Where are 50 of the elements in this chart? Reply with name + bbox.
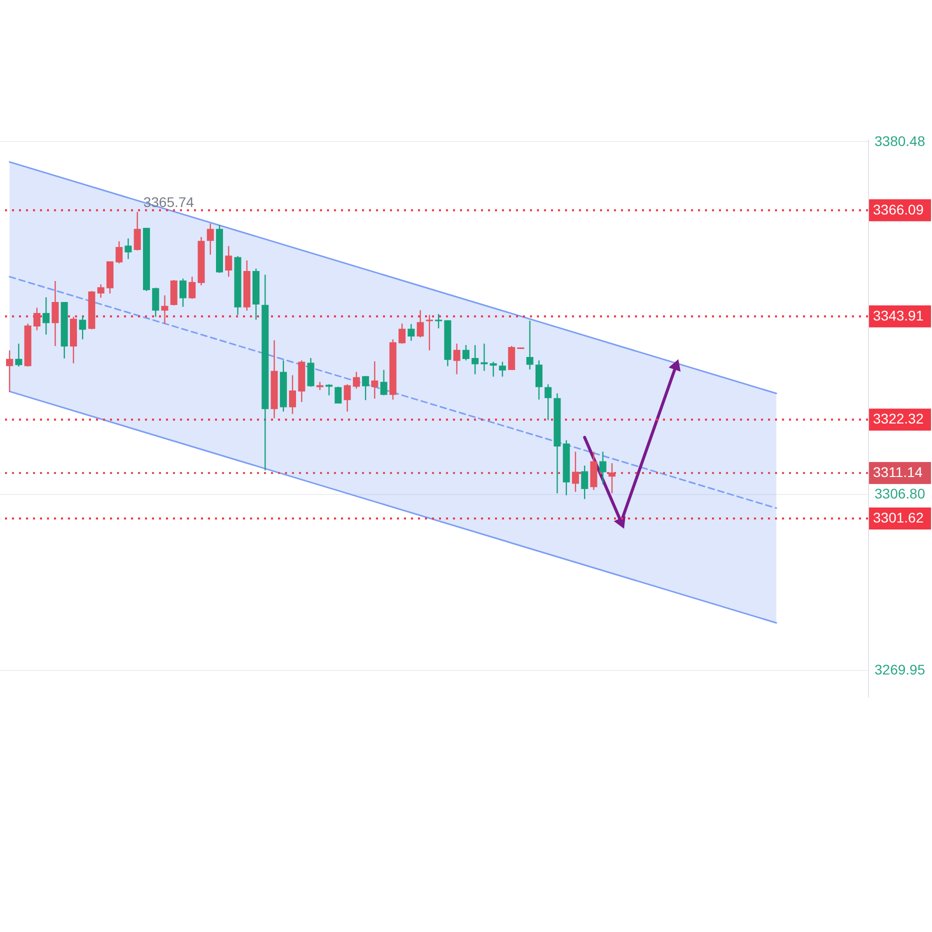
candlestick bbox=[116, 240, 123, 264]
candlestick bbox=[52, 280, 59, 347]
y-tick-label: 3306.80 bbox=[874, 485, 926, 502]
candlestick bbox=[544, 384, 552, 421]
candlestick bbox=[225, 246, 232, 278]
ref-line-label: 3322.32 bbox=[873, 410, 924, 427]
candlestick bbox=[472, 344, 479, 375]
annotation: 3365.74 bbox=[143, 194, 194, 210]
candlestick bbox=[581, 464, 588, 500]
candlestick bbox=[535, 360, 542, 400]
candlestick bbox=[33, 307, 40, 331]
candlestick bbox=[344, 384, 351, 412]
candlestick bbox=[134, 211, 141, 252]
candlestick bbox=[599, 451, 606, 485]
candlestick bbox=[124, 238, 132, 260]
candlestick bbox=[6, 350, 14, 393]
candlestick bbox=[15, 343, 22, 368]
candlestick bbox=[152, 287, 160, 318]
candlestick bbox=[416, 310, 424, 338]
candlestick bbox=[206, 223, 214, 256]
y-tick-label: 3269.95 bbox=[874, 661, 926, 678]
candlestick bbox=[188, 276, 196, 300]
ref-line-label: 3311.14 bbox=[873, 464, 923, 480]
y-tick-label: 3380.48 bbox=[874, 132, 926, 149]
candlestick bbox=[161, 294, 168, 324]
candlestick bbox=[398, 322, 406, 344]
candlestick bbox=[42, 296, 50, 336]
candlestick bbox=[362, 376, 370, 401]
ref-line-label: 3366.09 bbox=[873, 201, 924, 218]
candlestick bbox=[371, 360, 378, 400]
candlestick bbox=[307, 357, 314, 388]
candlestick bbox=[490, 361, 497, 378]
ref-line-label: 3343.91 bbox=[873, 307, 924, 324]
candlestick bbox=[426, 314, 433, 351]
candlestick bbox=[289, 374, 296, 415]
candlestick bbox=[334, 386, 342, 404]
candlestick bbox=[435, 313, 442, 329]
candlestick bbox=[498, 361, 506, 378]
ref-line-label: 3301.62 bbox=[873, 510, 924, 526]
candlestick bbox=[179, 278, 186, 308]
candlestick bbox=[380, 369, 388, 396]
candlestick bbox=[453, 343, 460, 375]
candlestick bbox=[508, 345, 516, 371]
candlestick bbox=[462, 344, 470, 361]
candlestick bbox=[97, 284, 104, 298]
candlestick bbox=[526, 320, 534, 370]
candlestick bbox=[408, 323, 415, 342]
candlestick bbox=[79, 315, 86, 340]
candlestick bbox=[352, 371, 360, 390]
candlestick bbox=[170, 279, 178, 306]
